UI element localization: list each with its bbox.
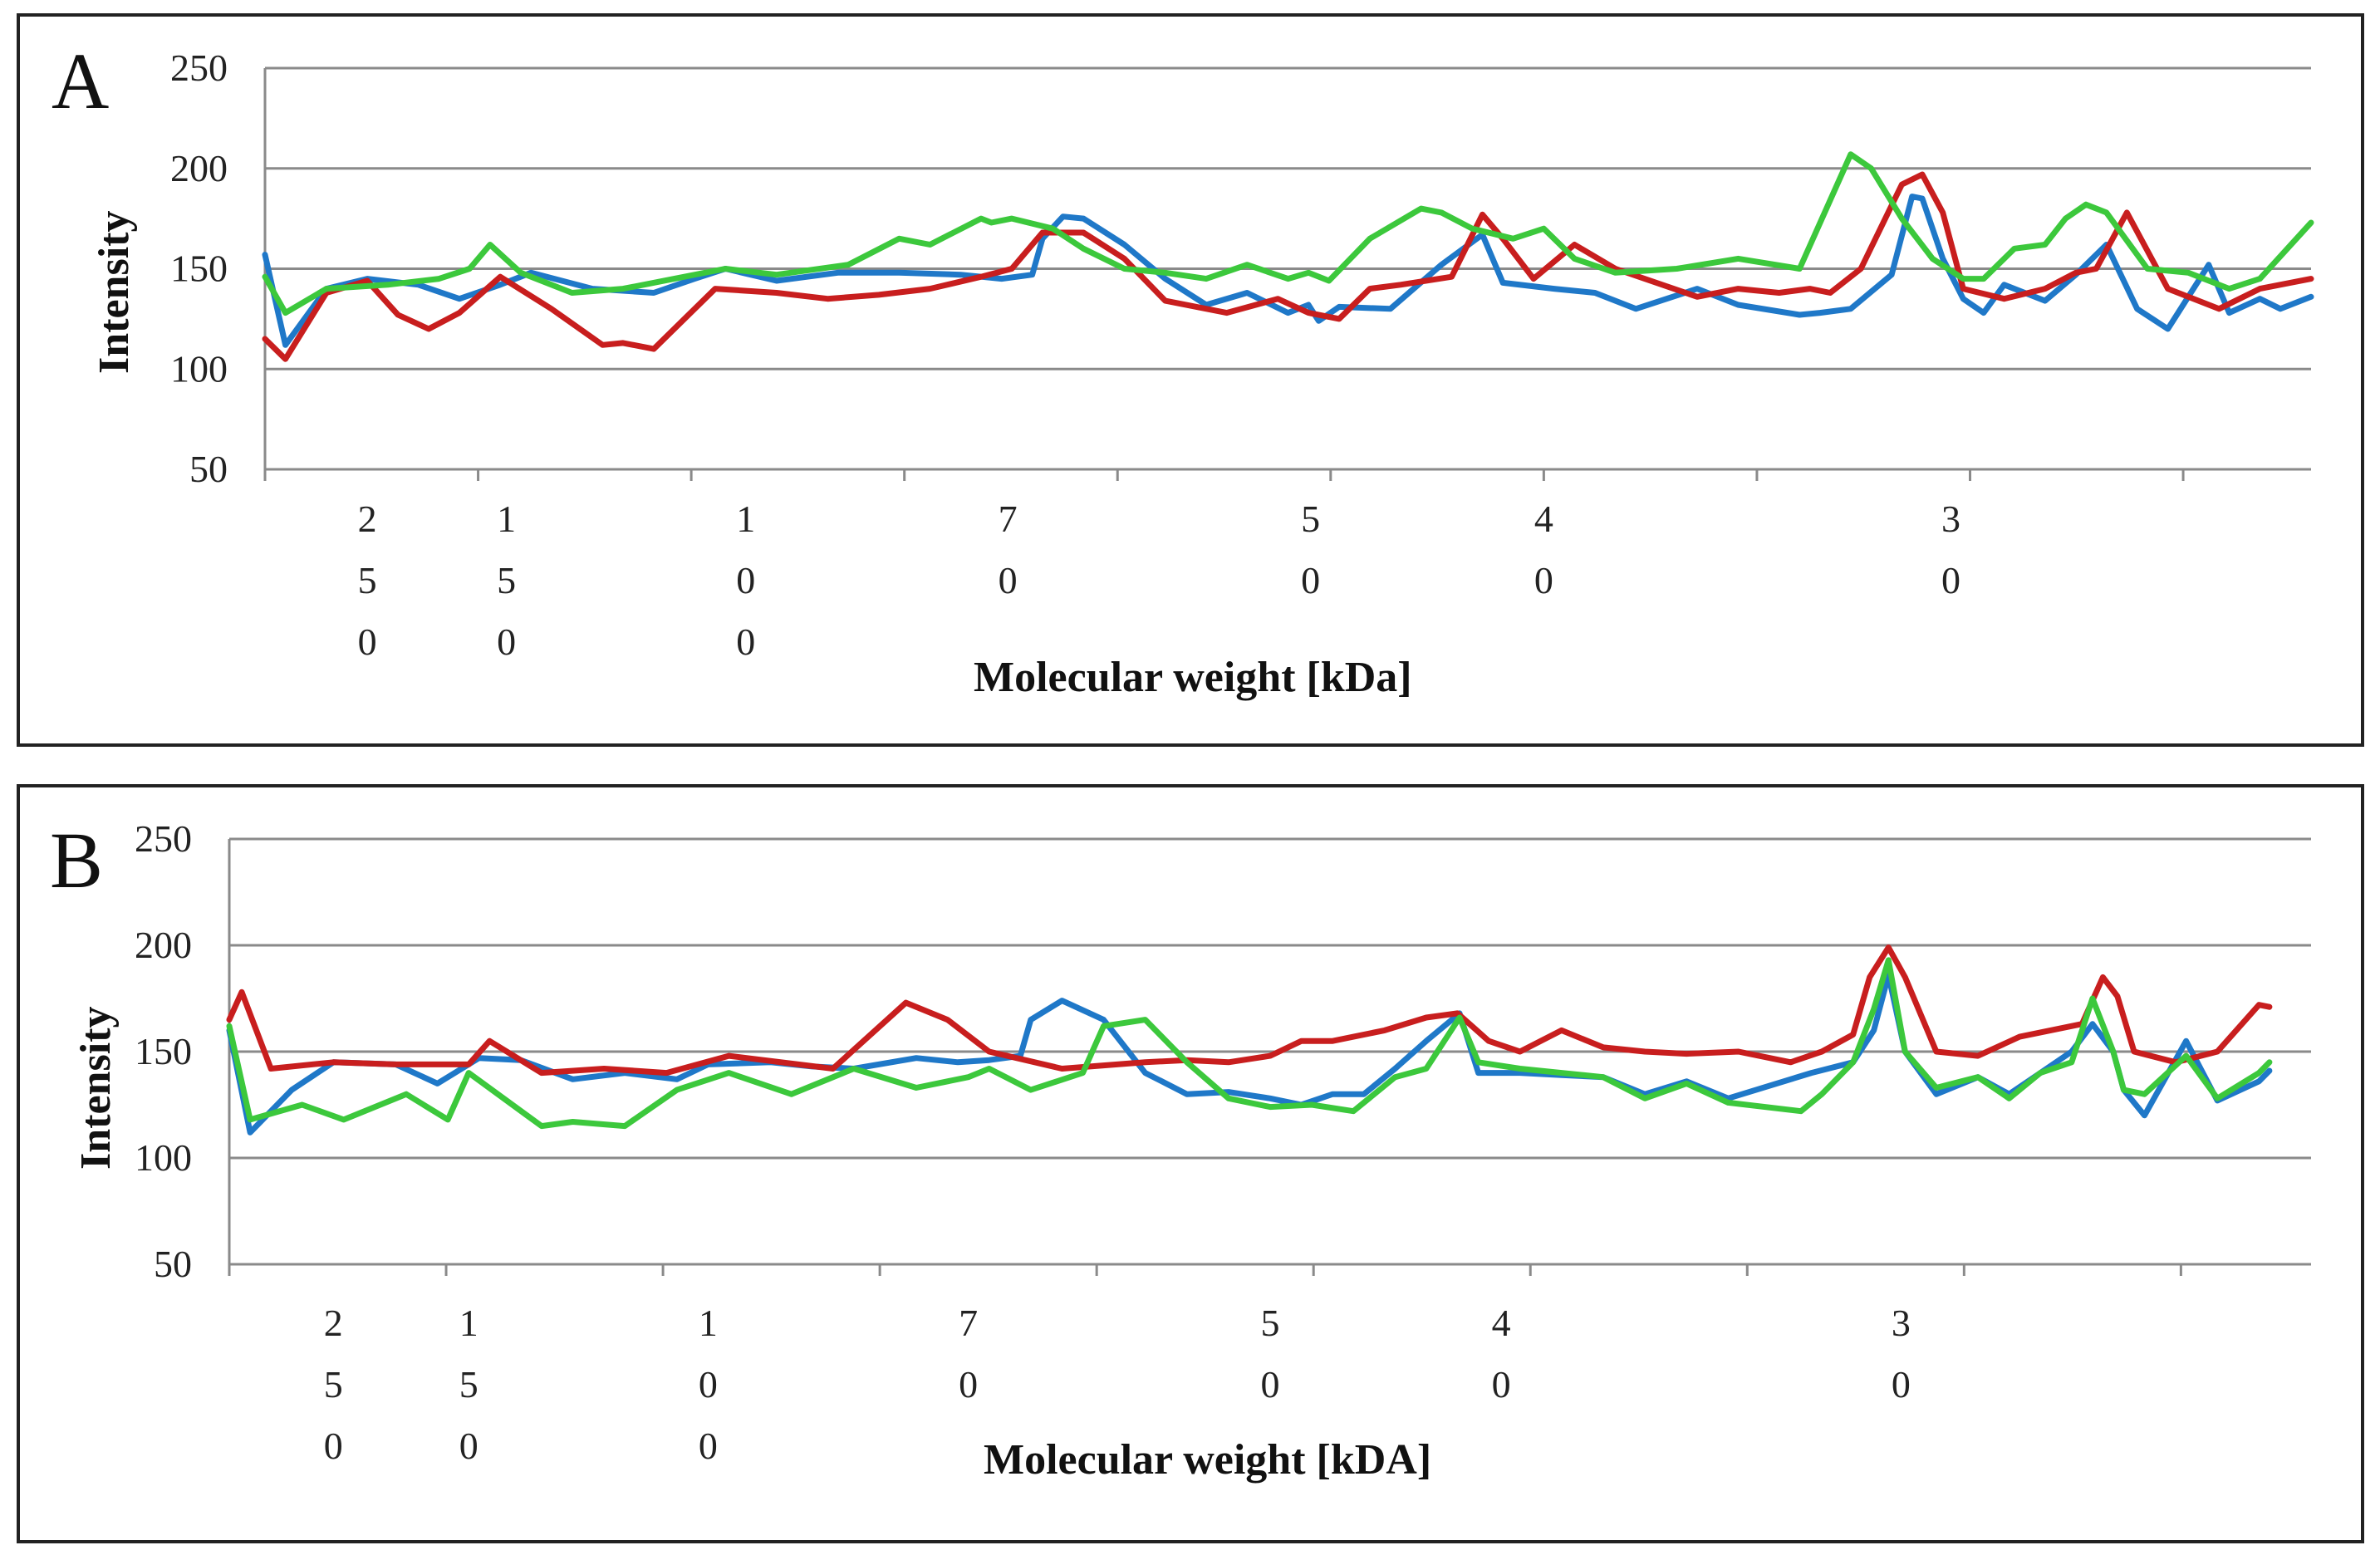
y-tick-label-b-250: 250 [135, 817, 192, 860]
series-line-b-green [226, 957, 2273, 1130]
y-axis-label-a: Intensity [91, 210, 138, 374]
chart-a: 50 100 150 200 250 2 5 0 1 5 0 1 0 0 7 0 5 0 4 0 3 0 [170, 47, 2314, 663]
y-axis-label-b: Intensity [72, 1006, 120, 1170]
chart-b: 50 100 150 200 250 2 5 0 1 5 0 1 0 0 7 0 5 0 4 0 3 0 [135, 817, 2311, 1467]
y-tick-label-a-200: 200 [170, 147, 228, 189]
y-tick-label-a-150: 150 [170, 248, 228, 290]
y-tick-label-b-100: 100 [135, 1136, 192, 1179]
y-tick-label-a-100: 100 [170, 347, 228, 390]
series-line-a-green [262, 151, 2314, 316]
x-axis-label-a: Molecular weight [kDa] [974, 654, 1412, 701]
panel-letter-b: B [50, 816, 104, 905]
x-axis-label-b: Molecular weight [kDA] [984, 1436, 1432, 1484]
y-tick-label-a-250: 250 [170, 47, 228, 89]
panel-b: 50 100 150 200 250 2 5 0 1 5 0 1 0 0 7 0 5 0 4 0 3 0 B Intens… [17, 784, 2364, 1543]
y-tick-label-b-50: 50 [154, 1243, 192, 1285]
y-tick-label-b-150: 150 [135, 1030, 192, 1072]
series-line-b-red [226, 944, 2273, 1077]
panel-a: 50 100 150 200 250 2 5 0 1 5 0 1 0 0 7 0 5 0 4 0 3 0 A Intens… [17, 13, 2364, 747]
series-line-a-red [262, 171, 2314, 362]
panel-letter-a: A [52, 37, 110, 125]
y-tick-label-b-200: 200 [135, 924, 192, 966]
y-tick-label-a-50: 50 [189, 448, 228, 490]
